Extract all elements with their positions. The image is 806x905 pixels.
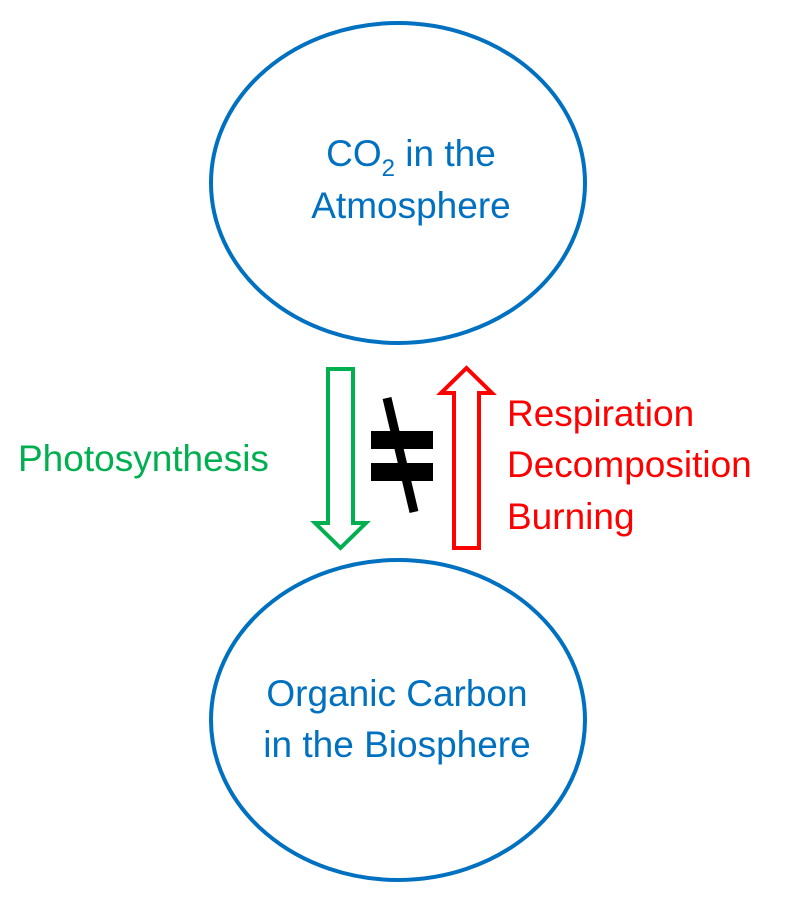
release-arrow-icon [436,365,497,550]
atmosphere-line1-suffix: in the [395,133,496,174]
respiration-label: Respiration [507,393,694,434]
decomposition-label: Decomposition [507,444,752,485]
atmosphere-label-line2: Atmosphere [311,185,511,226]
atmosphere-ellipse [209,21,587,345]
atmosphere-label-line1: CO2 in the [326,133,496,182]
atmosphere-node: CO2 in the Atmosphere [209,21,587,345]
co2-prefix: CO [326,133,382,174]
biosphere-ellipse [209,558,587,882]
biosphere-node: Organic Carbon in the Biosphere [209,558,587,882]
burning-label: Burning [507,496,635,537]
photosynthesis-arrow-icon [310,367,371,551]
photosynthesis-label: Photosynthesis [18,438,269,479]
biosphere-label-line1: Organic Carbon [266,673,527,714]
not-equal-top-bar [371,431,433,449]
biosphere-label-line2: in the Biosphere [263,724,530,765]
co2-subscript: 2 [382,155,395,182]
not-equal-slash [382,396,419,514]
not-equal-icon [371,396,433,514]
